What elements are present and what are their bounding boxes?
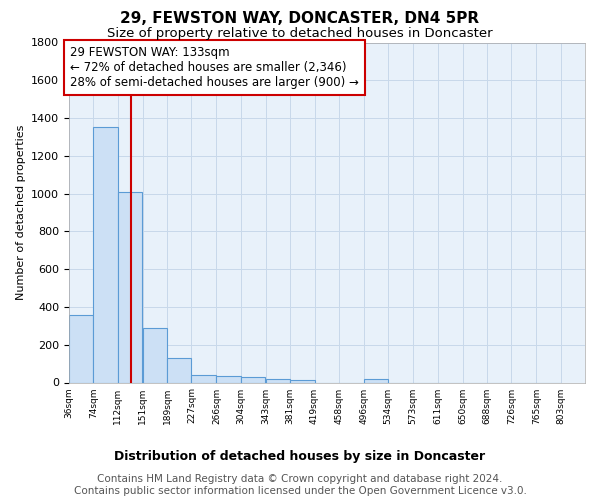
Bar: [143, 328, 167, 382]
Text: 29 FEWSTON WAY: 133sqm
← 72% of detached houses are smaller (2,346)
28% of semi-: 29 FEWSTON WAY: 133sqm ← 72% of detached…: [70, 46, 359, 90]
Text: Contains public sector information licensed under the Open Government Licence v3: Contains public sector information licen…: [74, 486, 526, 496]
Text: 29, FEWSTON WAY, DONCASTER, DN4 5PR: 29, FEWSTON WAY, DONCASTER, DN4 5PR: [121, 11, 479, 26]
Bar: [364, 378, 388, 382]
Bar: [69, 316, 94, 382]
Text: Contains HM Land Registry data © Crown copyright and database right 2024.: Contains HM Land Registry data © Crown c…: [97, 474, 503, 484]
Bar: [266, 378, 290, 382]
Bar: [94, 126, 118, 382]
Bar: [167, 358, 191, 382]
Text: Distribution of detached houses by size in Doncaster: Distribution of detached houses by size …: [115, 450, 485, 463]
Y-axis label: Number of detached properties: Number of detached properties: [16, 125, 26, 300]
Bar: [241, 377, 265, 382]
Bar: [290, 380, 314, 382]
Bar: [118, 192, 142, 382]
Bar: [191, 375, 216, 382]
Text: Size of property relative to detached houses in Doncaster: Size of property relative to detached ho…: [107, 28, 493, 40]
Bar: [217, 376, 241, 382]
